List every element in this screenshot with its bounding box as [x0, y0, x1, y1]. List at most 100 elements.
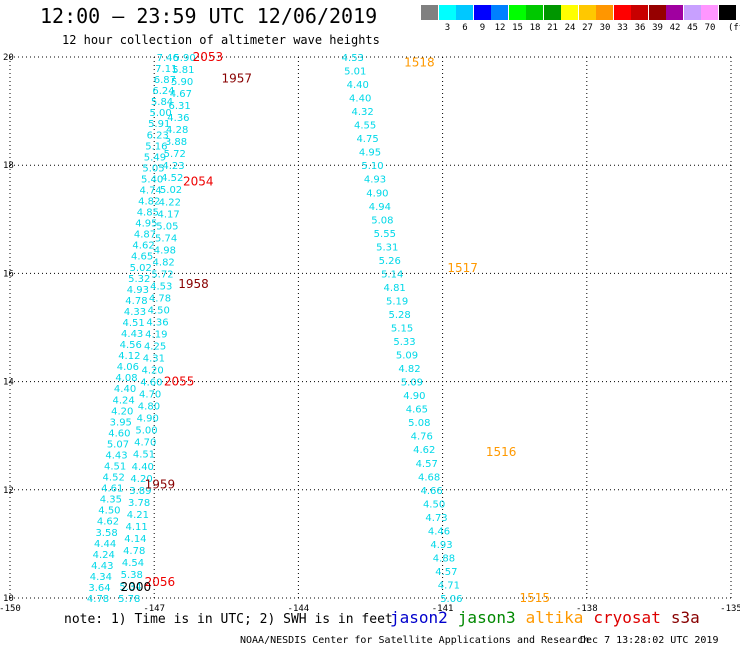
scale-swatch [543, 5, 561, 20]
credit-line: NOAA/NESDIS Center for Satellite Applica… [240, 635, 590, 646]
pass-time-label: 2056 [145, 575, 176, 589]
x-tick-label: -138 [576, 604, 598, 614]
wave-height-value: 5.40 [141, 174, 163, 185]
generated-timestamp: Dec 7 13:28:02 UTC 2019 [580, 635, 719, 646]
wave-height-value: 4.20 [141, 366, 163, 377]
scale-swatch [718, 5, 736, 20]
scale-swatch [491, 5, 508, 20]
scale-swatch [561, 5, 578, 20]
y-tick-label: 20 [3, 53, 14, 63]
wave-height-value: 4.44 [94, 539, 116, 550]
wave-height-value: 4.52 [103, 473, 125, 484]
wave-height-value: 4.74 [140, 185, 162, 196]
wave-height-value: 4.90 [403, 391, 425, 402]
wave-height-value: 4.93 [127, 285, 149, 296]
wave-height-value: 4.62 [132, 241, 154, 252]
wave-height-value: 4.62 [97, 517, 119, 528]
wave-height-value: 5.07 [107, 439, 129, 450]
wave-height-value: 5.08 [408, 418, 430, 429]
wave-height-value: 5.28 [388, 310, 410, 321]
wave-height-value: 4.06 [117, 362, 139, 373]
wave-height-value: 5.09 [396, 351, 418, 362]
scale-label: 27 [582, 23, 593, 33]
wave-height-value: 5.06 [440, 594, 462, 605]
wave-height-value: 4.78 [87, 594, 109, 605]
wave-height-value: 4.50 [423, 499, 445, 510]
scale-label: 70 [704, 23, 716, 33]
wave-height-value: 5.32 [128, 274, 150, 285]
wave-height-value: 5.90 [173, 53, 195, 64]
scale-label: 15 [512, 23, 523, 33]
wave-height-value: 5.00 [149, 108, 171, 119]
wave-height-value: 5.55 [374, 229, 396, 240]
wave-height-value: 5.38 [121, 570, 143, 581]
x-tick-label: -141 [432, 604, 454, 614]
pass-time-label: 2055 [164, 375, 195, 389]
wave-height-value: 4.28 [166, 125, 188, 136]
wave-height-value: 5.81 [172, 65, 194, 76]
wave-height-value: 4.87 [134, 230, 156, 241]
wave-height-value: 4.85 [137, 208, 159, 219]
wave-height-value: 4.11 [126, 522, 148, 533]
scale-swatch [631, 5, 648, 20]
wave-height-value: 4.80 [138, 402, 160, 413]
wave-height-value: 4.46 [428, 526, 450, 537]
scale-label: 18 [529, 23, 541, 33]
wave-height-value: 4.43 [91, 561, 113, 572]
wave-height-value: 6.24 [152, 86, 174, 97]
wave-height-value: 4.53 [150, 281, 172, 292]
wave-height-value: 5.10 [361, 161, 383, 172]
wave-height-value: 5.84 [151, 97, 173, 108]
wave-height-value: 4.40 [349, 94, 371, 105]
wave-height-value: 4.82 [153, 257, 175, 268]
wave-height-value: 4.50 [98, 506, 120, 517]
wave-height-value: 4.51 [122, 318, 144, 329]
wave-height-value: 3.95 [110, 417, 132, 428]
scale-swatch [526, 5, 543, 20]
wave-height-value: 4.43 [121, 329, 143, 340]
wave-height-value: 4.78 [123, 546, 145, 557]
scale-label: 33 [617, 23, 628, 33]
wave-height-value: 3.58 [95, 528, 117, 539]
wave-height-value: 4.08 [115, 373, 137, 384]
wave-height-value: 4.40 [114, 384, 136, 395]
wave-height-value: 4.12 [118, 351, 140, 362]
wave-height-value: 4.73 [425, 513, 447, 524]
wave-height-value: 4.66 [420, 486, 442, 497]
footnote: note: 1) Time is in UTC; 2) SWH is in fe… [64, 612, 393, 627]
wave-height-value: 4.67 [170, 89, 192, 100]
wave-height-value: 4.14 [124, 534, 146, 545]
scale-label: 24 [564, 23, 576, 33]
pass-time-label: 1957 [221, 72, 252, 86]
y-tick-label: 14 [3, 378, 14, 388]
wave-height-value: 5.05 [156, 221, 178, 232]
scale-label: 9 [479, 23, 486, 33]
wave-height-value: 4.22 [159, 197, 181, 208]
wave-height-value: 5.08 [371, 215, 393, 226]
wave-height-value: 7.46 [157, 53, 179, 64]
wave-height-value: 4.43 [105, 450, 127, 461]
wave-height-value: 4.82 [138, 197, 160, 208]
wave-height-value: 4.93 [364, 175, 386, 186]
wave-height-value: 5.01 [344, 67, 366, 78]
wave-height-value: 4.53 [342, 53, 364, 64]
wave-height-value: 4.82 [398, 364, 420, 375]
wave-height-value: 4.50 [148, 305, 170, 316]
wave-height-value: 4.52 [161, 173, 183, 184]
wave-height-value: 4.25 [144, 342, 166, 353]
scale-label: 42 [669, 23, 681, 33]
wave-height-value: 4.68 [418, 472, 440, 483]
wave-height-value: 5.00 [135, 426, 157, 437]
wave-height-value: 4.81 [384, 283, 406, 294]
wave-height-value: 5.78 [118, 594, 140, 605]
wave-height-value: 4.20 [130, 474, 152, 485]
wave-height-value: 4.17 [157, 209, 179, 220]
wave-height-value: 4.32 [352, 107, 374, 118]
wave-height-value: 4.65 [131, 252, 153, 263]
wave-height-value: 4.71 [438, 580, 460, 591]
scale-swatch [473, 5, 491, 20]
wave-height-value: 5.91 [148, 119, 170, 130]
wave-height-value: 4.21 [127, 510, 149, 521]
wave-height-value: 3.78 [128, 498, 150, 509]
scale-swatch [666, 5, 683, 20]
